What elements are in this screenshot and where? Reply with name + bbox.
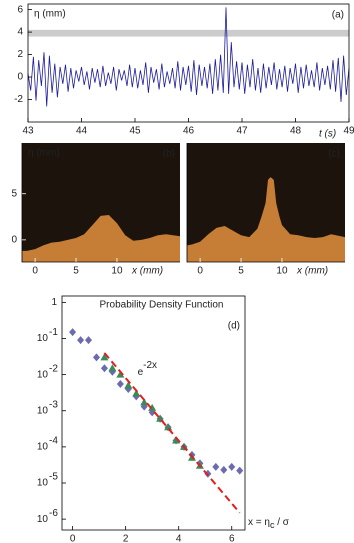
panel-label: (b) — [163, 149, 175, 160]
triangle-marker — [140, 398, 149, 406]
x-tick-label: 0 — [197, 266, 203, 277]
triangle-marker — [148, 403, 157, 411]
x-tick-label: 10 — [111, 266, 123, 277]
highlight-band — [28, 29, 349, 37]
x-label: x (mm) — [131, 266, 163, 277]
y-tick-label: 10 — [37, 442, 49, 453]
x-tick-label: 48 — [290, 126, 302, 137]
plot-frame — [61, 295, 246, 531]
chart-title: Probability Density Function — [100, 300, 224, 311]
diamond-marker — [236, 466, 244, 475]
y-tick-label: 10 — [37, 405, 49, 416]
x-tick-label: 5 — [73, 266, 79, 277]
y-tick-label: 0 — [17, 72, 23, 83]
x-tick-label: 46 — [183, 126, 195, 137]
triangle-marker — [172, 436, 181, 444]
x-label: x = ηc / σ — [248, 517, 290, 531]
y-tick-exponent: -6 — [49, 508, 58, 519]
y-tick-exponent: -3 — [49, 399, 58, 410]
x-label: x (mm) — [296, 266, 328, 277]
diamond-marker — [100, 364, 108, 373]
y-tick-exponent: -1 — [49, 327, 58, 338]
y-tick-label: 10 — [37, 478, 49, 489]
diamond-marker — [85, 336, 93, 345]
y-label: η (mm) — [28, 148, 60, 159]
plot-frame — [27, 3, 350, 123]
x-tick-label: 45 — [129, 126, 141, 137]
fit-annotation-base: e — [138, 366, 144, 377]
surface-area — [22, 215, 180, 262]
panel: 0 5 10 (c) x (mm) — [186, 143, 345, 277]
y-tick-exponent: -2 — [49, 363, 58, 374]
triangle-marker — [132, 389, 141, 397]
y-tick-label: 6 — [17, 4, 23, 15]
y-tick-exponent: -4 — [49, 436, 58, 447]
diamond-marker — [228, 462, 236, 471]
x-tick-label: 43 — [22, 126, 34, 137]
x-tick-label: 4 — [176, 534, 182, 543]
x-label-main: x = η — [248, 517, 270, 528]
diamond-marker — [77, 336, 85, 345]
x-label-end: / σ — [274, 517, 289, 528]
y-tick-label: -2 — [14, 94, 23, 105]
triangle-marker — [108, 364, 117, 372]
y-tick-label: 5 — [11, 188, 17, 199]
triangle-marker — [100, 353, 109, 361]
triangle-marker — [164, 423, 173, 431]
y-tick-label: 10 — [37, 369, 49, 380]
x-tick-label: 2 — [123, 534, 129, 543]
axis-lines — [186, 143, 345, 263]
y-tick-label: 2 — [17, 49, 23, 60]
x-tick-label: 44 — [76, 126, 88, 137]
axis-lines — [21, 143, 180, 263]
fit-line — [103, 352, 241, 514]
y-tick-label: 1 — [51, 297, 57, 308]
x-tick-label: 0 — [70, 534, 76, 543]
y-tick-exponent: -5 — [49, 472, 58, 483]
panel-label: (a) — [332, 10, 344, 21]
x-label: t (s) — [319, 129, 336, 140]
fit-annotation-exponent: -2x — [143, 359, 157, 370]
y-tick-label: 0 — [11, 235, 17, 246]
x-tick-label: 0 — [32, 266, 38, 277]
fit-annotation: e-2x — [138, 359, 157, 377]
surface-area — [187, 177, 345, 262]
diamond-marker — [92, 353, 100, 362]
panel-label: (c) — [328, 149, 340, 160]
panel: 0 5 10 0 5 η (mm) (b) x (mm) — [11, 143, 180, 277]
y-tick-label: 10 — [37, 514, 49, 525]
x-tick-label: 47 — [236, 126, 248, 137]
x-label-sub: c — [270, 520, 275, 530]
triangle-marker — [124, 381, 133, 389]
x-tick-label: 49 — [343, 126, 354, 137]
panel: 0 2 4 6110-110-210-310-410-510-6(d)Probabil… — [37, 295, 290, 543]
x-tick-label: 5 — [238, 266, 244, 277]
diamond-marker — [212, 462, 220, 471]
panel-label: (d) — [228, 321, 240, 332]
y-label: η (mm) — [34, 9, 66, 20]
x-tick-label: 10 — [276, 266, 288, 277]
diamond-marker — [220, 465, 228, 474]
diamond-marker — [69, 328, 77, 337]
x-tick-label: 6 — [229, 534, 235, 543]
y-tick-label: 4 — [17, 27, 23, 38]
diamond-marker — [116, 379, 124, 388]
time-series — [27, 7, 350, 107]
triangle-marker — [116, 370, 125, 378]
y-tick-label: 10 — [37, 333, 49, 344]
